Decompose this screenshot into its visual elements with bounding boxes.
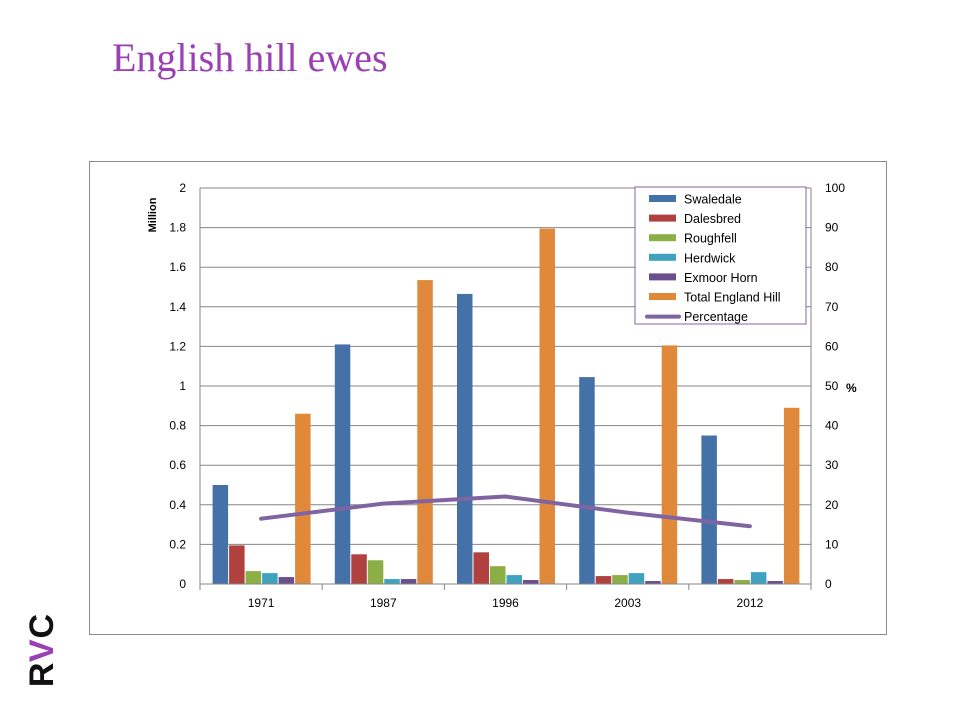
legend-label: Roughfell	[684, 232, 737, 246]
bar-roughfell	[490, 566, 506, 584]
x-tick-label: 1987	[370, 596, 397, 610]
y-right-tick-label: 50	[825, 379, 839, 393]
bar-herdwick	[262, 573, 278, 584]
y-right-axis-title: %	[846, 381, 857, 395]
bar-roughfell	[734, 580, 750, 584]
x-tick-label: 1971	[248, 596, 275, 610]
y-right-tick-label: 90	[825, 221, 839, 235]
bar-dalesbred	[717, 579, 734, 584]
y-tick-label: 0	[179, 577, 186, 591]
legend-swatch	[649, 253, 676, 261]
bar-total-england-hill	[539, 228, 555, 584]
logo-letter-v: V	[23, 638, 61, 663]
bar-exmoor-horn	[767, 581, 783, 584]
legend-label: Dalesbred	[684, 212, 741, 226]
bar-herdwick	[750, 572, 767, 584]
y-tick-label: 1	[179, 379, 186, 393]
legend-swatch	[649, 293, 676, 300]
chart-frame: 0 0.2 0.4 0.6 0.8 1 1.2 1.4 1.6 1.8 2 0 10 20 30 40 50 60…	[89, 161, 887, 635]
bar-exmoor-horn	[400, 579, 417, 584]
bar-swaledale	[212, 485, 229, 584]
y-tick-label: 2	[179, 181, 186, 195]
legend-swatch	[649, 214, 676, 222]
bar-roughfell	[367, 560, 384, 584]
bars	[212, 228, 800, 584]
bar-total-england-hill	[295, 413, 311, 584]
y-tick-label: 0.8	[169, 419, 186, 433]
percentage-line-layer	[259, 494, 752, 529]
y-tick-label: 1.4	[169, 300, 186, 314]
bar-dalesbred	[351, 554, 367, 584]
y-right-tick-label: 40	[825, 419, 839, 433]
legend-label: Total England Hill	[684, 291, 781, 305]
y-right-tick-label: 100	[825, 181, 845, 195]
legend-label: Herdwick	[684, 251, 736, 265]
bar-total-england-hill	[783, 407, 800, 584]
slide-title: English hill ewes	[112, 35, 388, 80]
bar-swaledale	[457, 293, 473, 584]
legend-swatch	[649, 195, 676, 202]
legend-swatch	[649, 234, 676, 242]
x-tick-label: 2003	[614, 596, 641, 610]
bar-total-england-hill	[417, 280, 433, 584]
logo-letter-r: R	[23, 662, 61, 688]
y-right-tick-label: 10	[825, 537, 839, 551]
y-right-tick-label: 30	[825, 458, 839, 472]
bar-exmoor-horn	[523, 580, 539, 584]
bar-herdwick	[628, 573, 645, 584]
bar-herdwick	[506, 575, 522, 584]
logo-letter-c: C	[23, 612, 61, 639]
bar-exmoor-horn	[278, 577, 295, 584]
y-right-tick-label: 20	[825, 498, 839, 512]
y-right-tick-label: 0	[825, 577, 832, 591]
combo-chart: 00.20.40.60.811.21.41.61.820102030405060…	[147, 181, 857, 610]
bar-swaledale	[579, 377, 595, 584]
y-tick-label: 1.8	[169, 221, 186, 235]
bar-herdwick	[384, 579, 400, 584]
bar-total-england-hill	[661, 345, 678, 584]
percentage-line	[259, 494, 752, 529]
legend-swatch	[649, 273, 676, 281]
axes: 00.20.40.60.811.21.41.61.820102030405060…	[147, 181, 857, 610]
legend-label: Percentage	[684, 310, 748, 324]
y-tick-label: 0.2	[169, 537, 186, 551]
y-axis-title: Million	[147, 197, 159, 232]
bar-dalesbred	[229, 545, 245, 584]
rvc-logo-text: RVC	[23, 612, 61, 688]
y-right-tick-label: 70	[825, 300, 839, 314]
legend-label: Exmoor Horn	[684, 271, 758, 285]
bar-roughfell	[612, 575, 628, 584]
y-tick-label: 1.6	[169, 260, 186, 274]
legend-label: Swaledale	[684, 193, 742, 207]
bar-swaledale	[701, 435, 717, 584]
y-right-tick-label: 60	[825, 339, 839, 353]
x-tick-label: 1996	[492, 596, 519, 610]
bar-roughfell	[245, 571, 262, 584]
y-right-tick-label: 80	[825, 260, 839, 274]
bar-exmoor-horn	[645, 581, 661, 584]
legend: Swaledale Dalesbred Roughfell Herdwick Exmoo…	[634, 186, 807, 325]
x-tick-label: 2012	[737, 596, 764, 610]
bar-dalesbred	[473, 552, 489, 584]
bar-dalesbred	[595, 576, 612, 584]
y-tick-label: 0.4	[169, 498, 186, 512]
y-tick-label: 1.2	[169, 339, 186, 353]
y-tick-label: 0.6	[169, 458, 186, 472]
bar-swaledale	[334, 344, 351, 584]
